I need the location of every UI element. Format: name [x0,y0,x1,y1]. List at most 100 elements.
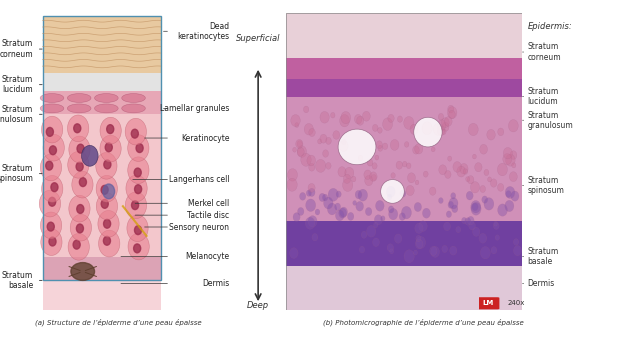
Text: Lamellar granules: Lamellar granules [160,104,230,113]
Circle shape [69,195,90,222]
Circle shape [96,193,118,220]
Circle shape [372,163,377,169]
Text: (a) Structure de l’épiderme d’une peau épaisse: (a) Structure de l’épiderme d’une peau é… [35,318,202,326]
Circle shape [40,212,62,239]
FancyBboxPatch shape [286,266,522,310]
Circle shape [424,171,428,177]
Circle shape [125,192,147,219]
FancyBboxPatch shape [286,13,522,58]
Circle shape [305,199,316,212]
Circle shape [400,190,406,197]
Circle shape [103,184,114,199]
Circle shape [100,117,121,144]
Circle shape [39,190,60,217]
Circle shape [126,175,147,202]
Circle shape [472,203,478,211]
Circle shape [450,246,457,255]
Circle shape [49,237,56,246]
Text: LM: LM [483,300,494,306]
Circle shape [319,193,325,202]
Circle shape [451,193,456,199]
Circle shape [326,137,332,145]
Circle shape [304,106,309,113]
Circle shape [361,231,367,238]
Ellipse shape [67,94,91,102]
Circle shape [366,225,376,237]
FancyBboxPatch shape [42,17,160,73]
Text: Stratum
lucidum: Stratum lucidum [527,87,559,106]
Circle shape [371,175,376,181]
Circle shape [292,147,297,152]
Circle shape [323,197,333,209]
Ellipse shape [71,263,95,280]
Text: Stratum
granulosum: Stratum granulosum [527,111,573,130]
Circle shape [309,128,315,136]
Circle shape [453,161,462,172]
Circle shape [503,154,512,165]
Circle shape [81,146,98,166]
Circle shape [437,126,445,136]
Circle shape [345,167,354,179]
Circle shape [49,146,57,155]
Circle shape [498,204,508,216]
Circle shape [498,128,504,136]
Circle shape [391,173,396,178]
Circle shape [484,197,494,210]
Circle shape [512,163,516,168]
Text: Dead
keratinocytes: Dead keratinocytes [177,22,230,41]
Circle shape [508,120,518,132]
Ellipse shape [95,104,118,113]
Circle shape [351,176,356,182]
Circle shape [404,142,409,147]
Ellipse shape [95,94,118,102]
Circle shape [338,208,346,218]
Circle shape [376,141,383,149]
Circle shape [308,216,317,227]
Circle shape [498,183,504,191]
Text: Merkel cell: Merkel cell [188,199,230,208]
Circle shape [77,205,84,213]
Circle shape [305,217,315,229]
Circle shape [442,122,449,131]
Circle shape [416,235,421,242]
Circle shape [498,163,508,176]
Circle shape [356,116,364,125]
Circle shape [306,190,312,196]
Circle shape [105,143,113,152]
Circle shape [309,188,315,196]
Circle shape [442,129,446,134]
Circle shape [297,208,304,215]
Text: Stratum
basale: Stratum basale [2,271,33,290]
Circle shape [514,246,521,256]
Circle shape [448,156,452,161]
Text: Stratum
basale: Stratum basale [527,247,559,266]
Circle shape [416,237,425,248]
Circle shape [402,161,407,167]
FancyBboxPatch shape [286,96,522,221]
Circle shape [373,238,379,247]
Circle shape [495,235,499,240]
Circle shape [401,206,412,219]
Text: Langerhans cell: Langerhans cell [169,175,230,184]
Circle shape [80,178,86,187]
Circle shape [128,135,149,161]
Circle shape [430,246,437,256]
Circle shape [446,211,452,218]
Circle shape [471,201,481,213]
Circle shape [335,210,344,221]
Circle shape [341,112,351,124]
Circle shape [378,145,383,151]
Circle shape [340,115,350,127]
Circle shape [74,124,81,133]
Circle shape [40,154,62,181]
Circle shape [315,159,326,172]
Circle shape [473,154,476,159]
Circle shape [287,168,297,181]
Circle shape [348,212,354,220]
Circle shape [447,107,457,119]
Circle shape [406,163,411,168]
Circle shape [41,229,62,255]
Circle shape [439,165,447,175]
Circle shape [448,201,453,208]
Circle shape [480,144,488,154]
